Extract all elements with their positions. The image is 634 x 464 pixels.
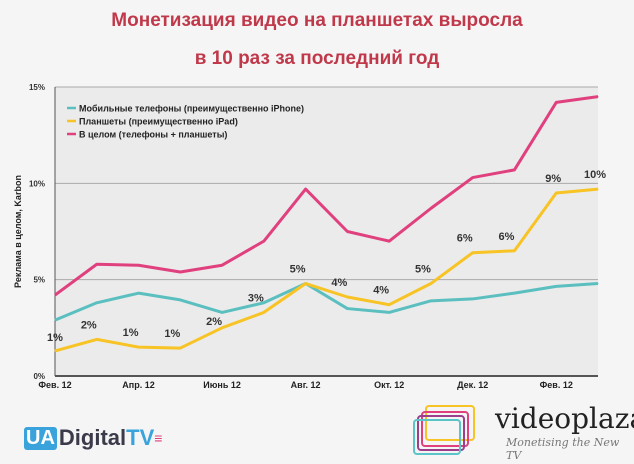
- data-label: 1%: [164, 328, 180, 340]
- y-tick-label: 10%: [29, 179, 45, 188]
- data-point: [346, 231, 348, 232]
- data-point: [179, 271, 181, 273]
- data-point: [263, 240, 265, 242]
- data-point: [179, 299, 181, 301]
- data-point: [138, 264, 140, 266]
- y-tick-label: 5%: [33, 276, 45, 285]
- data-label: 4%: [373, 285, 389, 297]
- data-point: [555, 101, 557, 103]
- data-label: 9%: [545, 173, 561, 185]
- x-tick-label: Фев. 12: [38, 380, 71, 390]
- data-label: 6%: [499, 231, 515, 243]
- data-label: 5%: [290, 264, 306, 276]
- x-tick-label: Фев. 12: [540, 380, 573, 390]
- data-point: [430, 283, 432, 285]
- data-point: [346, 308, 348, 310]
- data-label: 10%: [584, 169, 606, 181]
- data-point: [54, 294, 56, 296]
- data-point: [221, 264, 223, 266]
- x-tick-label: Авг. 12: [291, 380, 321, 390]
- data-point: [96, 302, 98, 304]
- data-point: [513, 169, 515, 171]
- x-tick-label: Окт. 12: [374, 380, 404, 390]
- x-tick-label: Дек. 12: [457, 380, 488, 390]
- data-label: 2%: [81, 319, 97, 331]
- data-point: [555, 192, 557, 194]
- legend-label: Мобильные телефоны (преимущественно iPho…: [79, 104, 304, 114]
- data-label: 1%: [47, 332, 63, 344]
- data-point: [430, 207, 432, 209]
- legend-label: В целом (телефоны + планшеты): [79, 130, 227, 140]
- data-label: 2%: [206, 316, 222, 328]
- data-point: [221, 311, 223, 313]
- data-point: [597, 96, 599, 98]
- data-point: [305, 188, 307, 190]
- data-point: [54, 350, 56, 352]
- data-point: [388, 304, 390, 306]
- line-chart: 0% 5% 10% 15% Фев. 12 Апр. 12 Июнь 12 Авг. 12 Ок…: [13, 83, 606, 390]
- videoplaza-logo: videoplaza: [495, 402, 634, 435]
- uadigitaltv-logo: UA Digital TV ≡: [24, 425, 163, 450]
- data-point: [138, 346, 140, 348]
- data-point: [346, 296, 348, 298]
- data-label: 4%: [331, 277, 347, 289]
- data-point: [388, 311, 390, 313]
- series-line: [54, 95, 599, 297]
- data-point: [472, 177, 474, 179]
- data-point: [472, 298, 474, 300]
- data-point: [96, 263, 98, 265]
- data-point: [138, 292, 140, 294]
- data-label: 1%: [123, 327, 139, 339]
- data-point: [96, 338, 98, 340]
- data-point: [221, 327, 223, 329]
- data-point: [513, 292, 515, 294]
- plot-area: [55, 87, 598, 376]
- y-axis-label: Реклама в целом, Karbon: [13, 175, 23, 288]
- data-point: [305, 283, 307, 285]
- data-point: [430, 300, 432, 302]
- data-label: 3%: [248, 292, 264, 304]
- series-line: [54, 282, 599, 322]
- series-line: [54, 187, 599, 353]
- x-tick-label: Июнь 12: [203, 380, 241, 390]
- data-point: [388, 240, 390, 242]
- data-point: [597, 283, 599, 285]
- y-tick-label: 0%: [33, 372, 45, 381]
- videoplaza-logo-icon: [413, 405, 475, 455]
- data-label: 5%: [415, 264, 431, 276]
- data-point: [54, 319, 56, 321]
- data-label: 6%: [457, 233, 473, 245]
- data-point: [597, 188, 599, 190]
- data-point: [472, 252, 474, 254]
- chart-title-line1: Монетизация видео на планшетах выросла: [111, 10, 523, 31]
- data-point: [555, 285, 557, 287]
- data-point: [263, 302, 265, 304]
- videoplaza-tagline: Monetising the New TV: [506, 436, 620, 462]
- chart-title-line2: в 10 раз за последний год: [194, 48, 440, 69]
- data-point: [179, 347, 181, 349]
- legend-label: Планшеты (преимущественно iPad): [79, 117, 238, 127]
- x-tick-label: Апр. 12: [122, 380, 154, 390]
- data-point: [513, 250, 515, 252]
- y-tick-label: 15%: [29, 83, 45, 92]
- data-point: [263, 311, 265, 313]
